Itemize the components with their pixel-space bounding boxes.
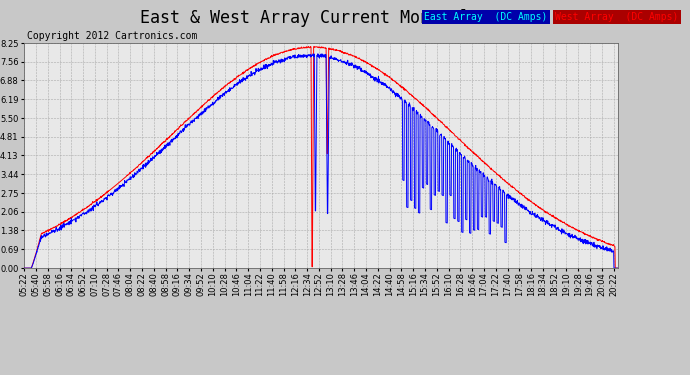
Text: East Array  (DC Amps): East Array (DC Amps)	[424, 12, 548, 22]
Text: East & West Array Current Mon Jul 9 20:30: East & West Array Current Mon Jul 9 20:3…	[140, 9, 550, 27]
Text: West Array  (DC Amps): West Array (DC Amps)	[555, 12, 679, 22]
Text: Copyright 2012 Cartronics.com: Copyright 2012 Cartronics.com	[27, 31, 197, 41]
